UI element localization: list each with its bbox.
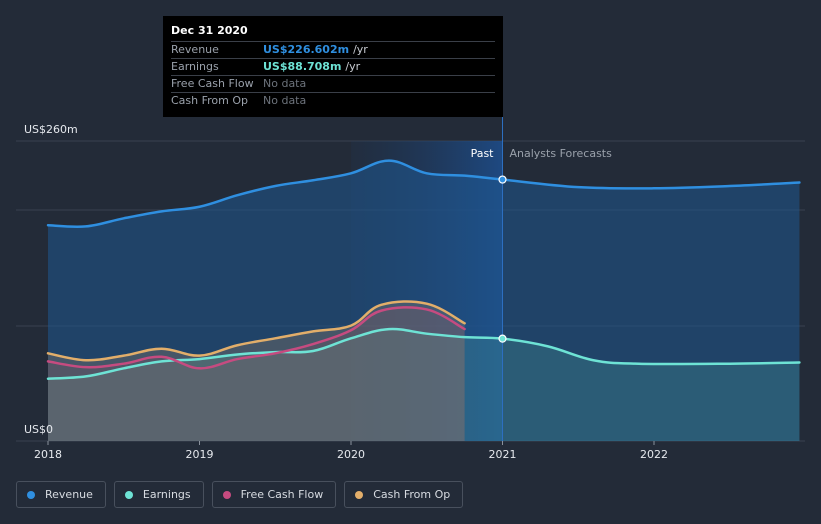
tooltip-row-cash-from-op: Cash From Op No data — [171, 92, 495, 109]
legend-label: Revenue — [45, 488, 93, 501]
series-areas — [48, 160, 800, 441]
y-axis-max-label: US$260m — [24, 123, 78, 136]
earnings-highlight-point — [498, 334, 507, 343]
tooltip-label: Free Cash Flow — [171, 77, 254, 90]
revenue-highlight-point — [498, 175, 507, 184]
legend-label: Cash From Op — [373, 488, 451, 501]
tooltip-unit: /yr — [345, 60, 361, 73]
tooltip-value: No data — [263, 94, 307, 107]
tooltip-unit: /yr — [353, 43, 368, 56]
tooltip-row-free-cash-flow: Free Cash Flow No data — [171, 75, 495, 92]
cash-from-op-line — [46, 300, 466, 362]
x-tick-label: 2022 — [640, 448, 668, 461]
highlight-points — [498, 175, 507, 343]
tooltip-value: US$226.602m — [263, 43, 350, 56]
legend-label: Free Cash Flow — [240, 488, 324, 501]
tooltip-value: US$88.708m — [263, 60, 342, 73]
series-lines — [46, 159, 801, 380]
x-tick-label: 2019 — [186, 448, 214, 461]
past-label: Past — [471, 147, 495, 160]
free-cash-flow-line — [46, 306, 466, 370]
earnings-dot-icon — [124, 490, 133, 499]
chart-legend: Revenue Earnings Free Cash Flow Cash Fro… — [16, 481, 464, 508]
revenue-dot-icon — [27, 490, 35, 499]
x-axis-ticks: 2018 2019 2020 2021 2022 — [34, 441, 668, 461]
legend-item-earnings[interactable]: Earnings — [113, 481, 204, 508]
forecast-label: Analysts Forecasts — [510, 147, 613, 160]
revenue-line — [46, 159, 801, 229]
free-cash-flow-dot-icon — [222, 490, 231, 499]
tooltip-row-earnings: Earnings US$88.708m /yr — [171, 58, 495, 75]
legend-item-cash-from-op[interactable]: Cash From Op — [344, 481, 464, 508]
x-tick-label: 2018 — [34, 448, 62, 461]
tooltip-date: Dec 31 2020 — [171, 24, 248, 37]
x-tick-label: 2021 — [489, 448, 517, 461]
revenue-area — [48, 160, 800, 441]
legend-item-free-cash-flow[interactable]: Free Cash Flow — [211, 481, 337, 508]
data-tooltip: Dec 31 2020 Revenue US$226.602m /yr Earn… — [163, 16, 503, 117]
legend-item-revenue[interactable]: Revenue — [16, 481, 106, 508]
tooltip-label: Revenue — [171, 43, 219, 56]
earnings-area — [48, 328, 800, 441]
y-axis-min-label: US$0 — [24, 423, 53, 436]
tooltip-label: Earnings — [171, 60, 219, 73]
free-cash-flow-area — [48, 307, 465, 441]
cash-from-op-dot-icon — [355, 490, 364, 499]
legend-label: Earnings — [142, 488, 191, 501]
tooltip-row-revenue: Revenue US$226.602m /yr — [171, 41, 495, 58]
tooltip-value: No data — [263, 77, 307, 90]
x-tick-label: 2020 — [337, 448, 365, 461]
earnings-line — [46, 327, 801, 380]
tooltip-label: Cash From Op — [171, 94, 249, 107]
